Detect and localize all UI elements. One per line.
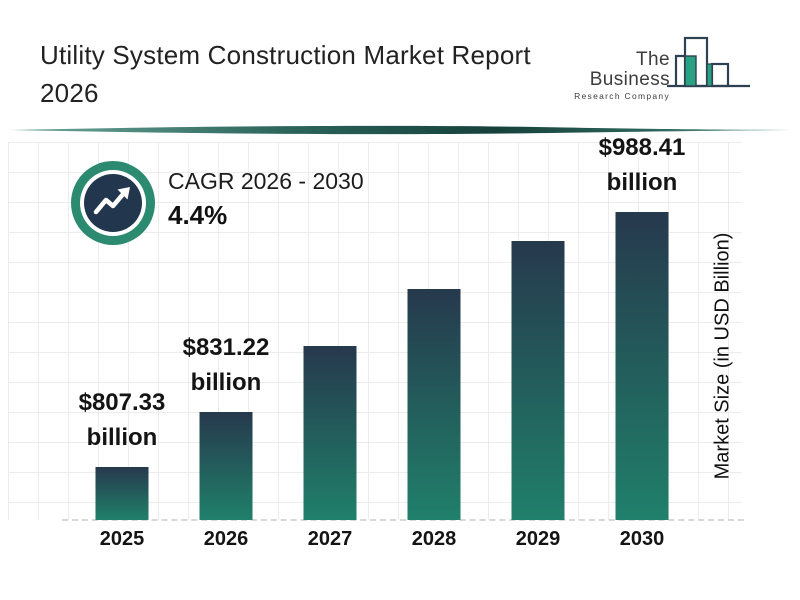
bar-column-2028: 2028 xyxy=(382,142,486,550)
x-axis-tick-2028: 2028 xyxy=(411,528,457,550)
bar-2027 xyxy=(303,346,357,520)
bar-value-label-2025: $807.33 billion xyxy=(78,389,166,451)
bar-column-2029: 2029 xyxy=(486,142,590,550)
x-axis-tick-2025: 2025 xyxy=(99,528,145,550)
bar-value-label-2026: $831.22 billion xyxy=(182,334,270,396)
bar-2028 xyxy=(407,289,461,520)
x-axis-tick-2026: 2026 xyxy=(203,528,249,550)
bar-2025 xyxy=(95,467,149,520)
company-logo: The Business Research Company xyxy=(556,26,766,110)
page-title: Utility System Construction Market Repor… xyxy=(40,36,531,112)
company-logo-text: The Business Research Company xyxy=(556,49,670,102)
bar-2026 xyxy=(199,412,253,520)
trend-arrow-icon xyxy=(93,187,130,215)
company-name: The Business xyxy=(589,49,670,90)
bar-column-2027: 2027 xyxy=(278,142,382,550)
cagr-value: 4.4% xyxy=(168,200,228,230)
divider-line xyxy=(0,123,800,137)
bar-2030 xyxy=(615,212,669,520)
y-axis-label: Market Size (in USD Billion) xyxy=(711,232,734,480)
x-axis-baseline xyxy=(62,519,744,521)
bar-2029 xyxy=(511,241,565,520)
x-axis-tick-2030: 2030 xyxy=(619,528,665,550)
cagr-block: CAGR 2026 - 2030 4.4% xyxy=(168,168,364,231)
buildings-chart-icon xyxy=(666,34,754,97)
bars-row: $807.33 billion 2025 $831.22 billion 2026 2027… xyxy=(70,134,694,550)
x-axis-tick-2029: 2029 xyxy=(515,528,561,550)
bar-column-2030: $988.41 billion 2030 xyxy=(590,134,694,550)
page-title-line2: 2026 xyxy=(40,78,99,108)
growth-badge xyxy=(84,174,142,232)
bar-column-2026: $831.22 billion 2026 xyxy=(174,142,278,550)
bar-value-label-2030: $988.41 billion xyxy=(598,134,686,196)
page-title-line1: Utility System Construction Market Repor… xyxy=(40,40,531,70)
x-axis-tick-2027: 2027 xyxy=(307,528,353,550)
company-subtitle: Research Company xyxy=(574,91,670,101)
bar-column-2025: $807.33 billion 2025 xyxy=(70,142,174,550)
cagr-label: CAGR 2026 - 2030 xyxy=(168,168,364,194)
